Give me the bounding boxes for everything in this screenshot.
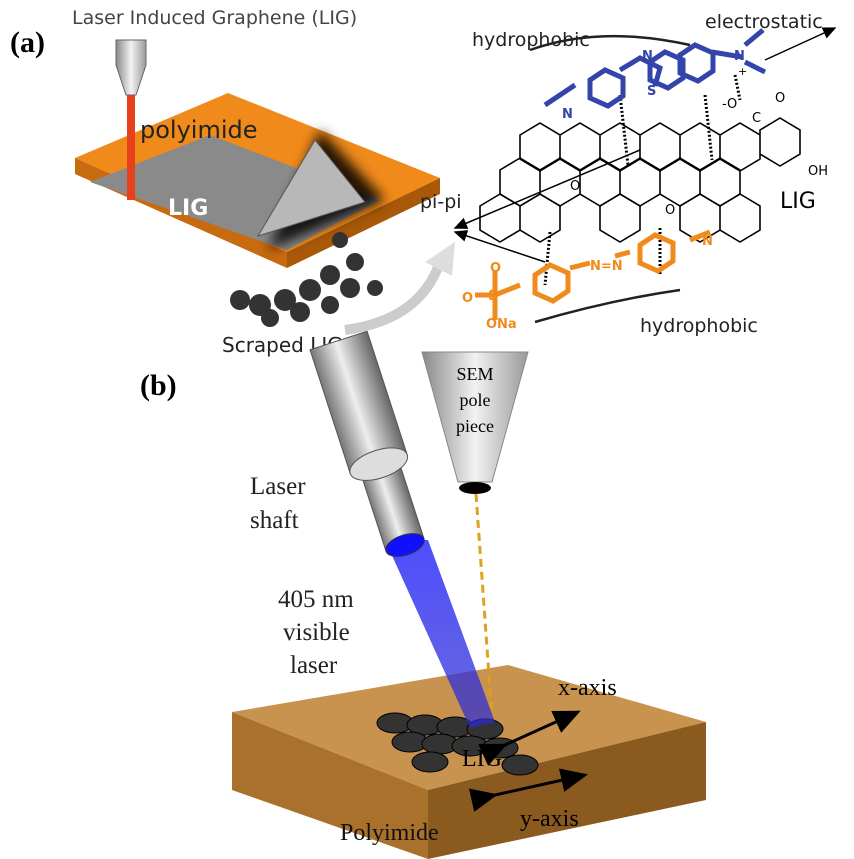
oh-label: OH: [808, 164, 828, 179]
laser-beam: [127, 92, 135, 200]
y-axis-label: y-axis: [520, 806, 579, 832]
atom: O: [775, 91, 785, 106]
atom: -O: [722, 97, 737, 112]
lig-label: LIG: [168, 196, 208, 221]
shaft-label: shaft: [250, 507, 299, 534]
lattice-label: LIG: [780, 189, 816, 214]
substrate-label: Polyimide: [340, 820, 439, 846]
x-axis-label: x-axis: [558, 675, 617, 701]
atom: +: [738, 65, 747, 78]
panel-label: (b): [140, 369, 177, 402]
laser-label: visible: [283, 619, 350, 646]
panel-b: (b) SEM pole piece Laser shaft 405 nm vi…: [140, 331, 706, 859]
atom: C: [752, 111, 761, 126]
sem-label: SEM: [456, 364, 493, 384]
laser-label: 405 nm: [278, 586, 354, 613]
aperture: [459, 482, 491, 494]
panel-label: (a): [10, 26, 45, 59]
sem-label: pole: [460, 390, 491, 410]
arrow: [455, 150, 640, 228]
panel-a: (a) Laser Induced Graphene (LIG) polyimi…: [10, 7, 835, 357]
atom: O: [665, 203, 675, 218]
atom: ONa: [486, 317, 517, 332]
atom: O: [490, 261, 501, 276]
substrate-label: polyimide: [140, 116, 258, 144]
atom: N=N: [590, 259, 623, 274]
title: Laser Induced Graphene (LIG): [72, 7, 357, 29]
sem-label: piece: [456, 416, 494, 436]
laser-shaft: [310, 331, 437, 564]
atom: N: [702, 234, 713, 249]
atom: N: [734, 49, 745, 64]
electrostatic-label: electrostatic: [705, 11, 823, 33]
pi-pi-label: pi-pi: [420, 191, 462, 213]
hydrophobic-label: hydrophobic: [640, 315, 758, 337]
atom: O: [462, 291, 473, 306]
atom: N: [562, 107, 573, 122]
hydrophobic-label: hydrophobic: [472, 29, 590, 51]
atom: N: [642, 49, 653, 64]
atom: S: [488, 288, 498, 304]
nozzle: [116, 40, 146, 95]
atom: O: [570, 179, 580, 194]
lig-label: LIG: [462, 746, 502, 772]
shaft-label: Laser: [250, 473, 306, 500]
atom: S: [647, 84, 656, 99]
lattice: [480, 118, 800, 242]
laser-label: laser: [290, 652, 338, 679]
arrow: [345, 262, 440, 330]
figure: (a) Laser Induced Graphene (LIG) polyimi…: [0, 0, 854, 859]
